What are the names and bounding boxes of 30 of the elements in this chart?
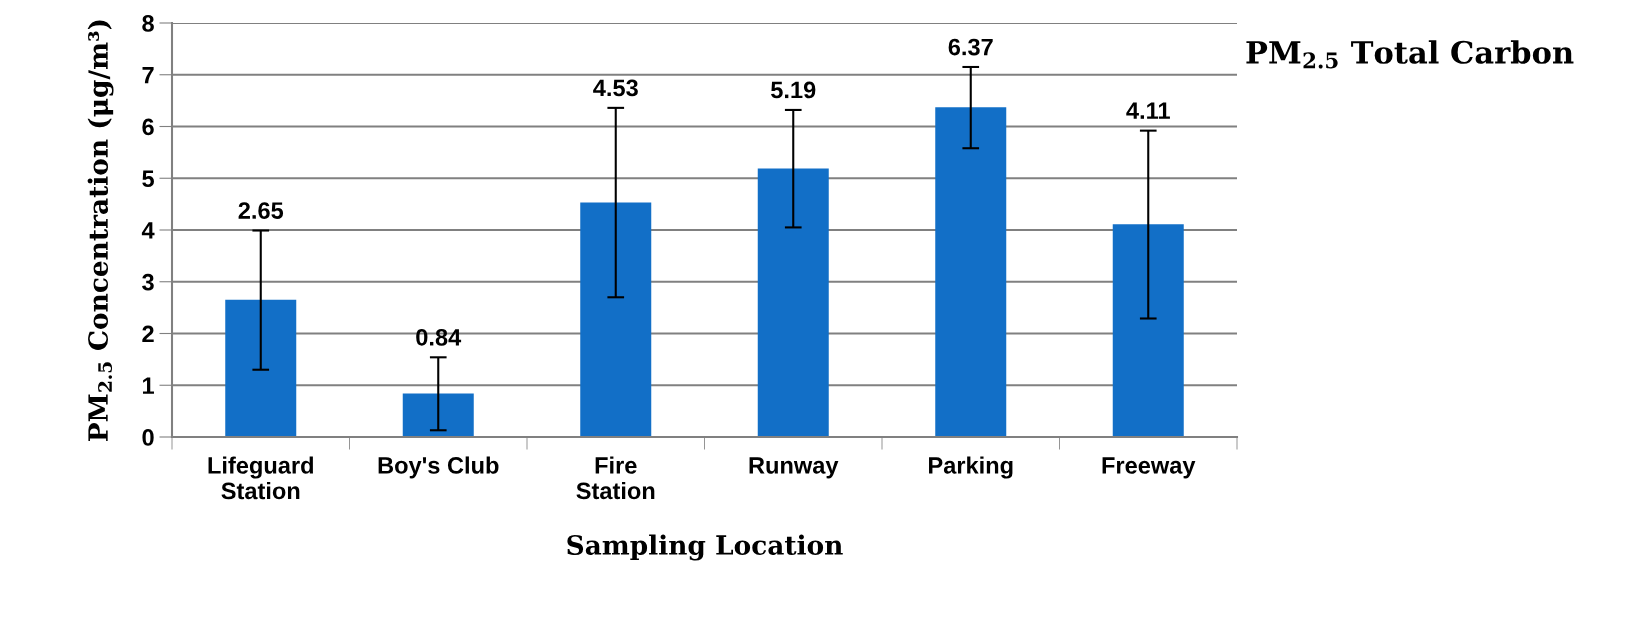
bar <box>1112 224 1184 437</box>
bar <box>402 393 474 437</box>
y-axis-title: PM$_{2.5}$ Concentration (μg/m³) <box>87 20 114 442</box>
bar <box>225 299 297 437</box>
y-tick-label: 2 <box>142 325 154 343</box>
x-tick-label: Fire Station <box>576 456 655 500</box>
x-tick-label: Parking <box>929 456 1013 479</box>
text: PM$_{2.5}$ Total Carbon <box>1246 40 1574 69</box>
x-tick-label: Lifeguard Station <box>208 456 313 500</box>
annotation: 2.65 <box>238 202 284 219</box>
annotation: 4.53 <box>593 79 638 97</box>
x-tick-label: Runway <box>749 457 839 479</box>
annotation: 0.84 <box>416 328 462 346</box>
y-tick-label: 3 <box>142 273 154 291</box>
annotation: 5.19 <box>771 81 816 99</box>
y-tick-label: 8 <box>142 15 154 32</box>
bar <box>935 107 1007 437</box>
x-tick-label: Boy's Club <box>378 456 499 479</box>
y-tick-label: 6 <box>142 118 154 136</box>
y-tick-label: 4 <box>141 222 155 239</box>
bar <box>580 202 652 437</box>
annotation: 6.37 <box>948 38 993 56</box>
x-axis-title: Sampling Location <box>567 534 843 561</box>
x-tick-label: Freeway <box>1102 457 1196 479</box>
y-tick-label: 7 <box>142 67 154 84</box>
bar <box>757 168 829 437</box>
annotation: 4.11 <box>1126 102 1170 119</box>
y-tick-label: 0 <box>142 429 154 446</box>
y-tick-label: 1 <box>143 377 154 394</box>
y-tick-label: 5 <box>142 170 154 188</box>
